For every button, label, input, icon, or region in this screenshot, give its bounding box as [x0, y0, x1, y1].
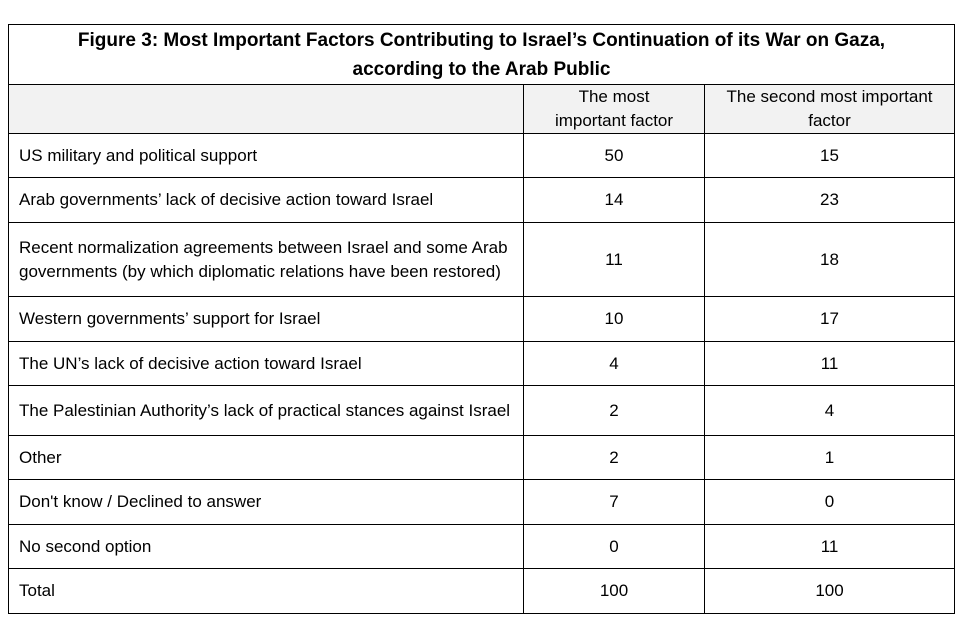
most-important-value: 0 — [523, 524, 705, 569]
second-most-important-value: 18 — [703, 222, 956, 297]
table-row: No second option 0 11 — [8, 524, 956, 569]
most-important-value: 11 — [523, 222, 705, 297]
column-header-factor — [8, 84, 524, 134]
table-row: Total 100 100 — [8, 568, 956, 614]
factors-table: Figure 3: Most Important Factors Contrib… — [7, 24, 956, 614]
most-important-value: 2 — [523, 385, 705, 436]
second-most-important-value: 11 — [703, 524, 956, 569]
second-most-important-value: 11 — [703, 341, 956, 386]
table-row: Other 2 1 — [8, 435, 956, 480]
row-label: US military and political support — [8, 133, 524, 178]
column-header-row: The most important factor The second mos… — [8, 84, 956, 134]
table-title-line-1: Figure 3: Most Important Factors Contrib… — [77, 30, 886, 51]
second-most-important-value: 23 — [703, 177, 956, 223]
most-important-value: 7 — [523, 479, 705, 525]
row-label: The Palestinian Authority’s lack of prac… — [8, 385, 524, 436]
second-most-important-value: 15 — [703, 133, 956, 178]
table-title-line-2: according to the Arab Public — [352, 59, 611, 80]
most-important-value: 14 — [523, 177, 705, 223]
table-row: Recent normalization agreements between … — [8, 222, 956, 297]
row-label: No second option — [8, 524, 524, 569]
table-row: Don't know / Declined to answer 7 0 — [8, 479, 956, 525]
row-label: Western governments’ support for Israel — [8, 296, 524, 342]
column-header-most-important: The most important factor — [523, 84, 705, 134]
most-important-value: 2 — [523, 435, 705, 480]
column-header-most-important-line-2: important factor — [554, 111, 674, 130]
row-label: Total — [8, 568, 524, 614]
table-row: Arab governments’ lack of decisive actio… — [8, 177, 956, 223]
column-header-most-important-line-1: The most — [578, 87, 650, 106]
most-important-value: 10 — [523, 296, 705, 342]
table-row: Western governments’ support for Israel … — [8, 296, 956, 342]
column-header-second-most-important-line-2: factor — [808, 111, 851, 130]
second-most-important-value: 4 — [703, 385, 956, 436]
table-title: Figure 3: Most Important Factors Contrib… — [7, 24, 956, 85]
table-row: The Palestinian Authority’s lack of prac… — [8, 385, 956, 436]
row-label: Recent normalization agreements between … — [8, 222, 524, 297]
table-row: US military and political support 50 15 — [8, 133, 956, 178]
second-most-important-value: 17 — [703, 296, 956, 342]
most-important-value: 4 — [523, 341, 705, 386]
row-label: Other — [8, 435, 524, 480]
second-most-important-value: 100 — [703, 568, 956, 614]
column-header-second-most-important-line-1: The second most important — [726, 87, 933, 106]
most-important-value: 50 — [523, 133, 705, 178]
table-row: The UN’s lack of decisive action toward … — [8, 341, 956, 386]
second-most-important-value: 1 — [703, 435, 956, 480]
row-label: The UN’s lack of decisive action toward … — [8, 341, 524, 386]
row-label: Arab governments’ lack of decisive actio… — [8, 177, 524, 223]
column-header-second-most-important: The second most important factor — [703, 84, 956, 134]
most-important-value: 100 — [523, 568, 705, 614]
second-most-important-value: 0 — [703, 479, 956, 525]
row-label: Don't know / Declined to answer — [8, 479, 524, 525]
